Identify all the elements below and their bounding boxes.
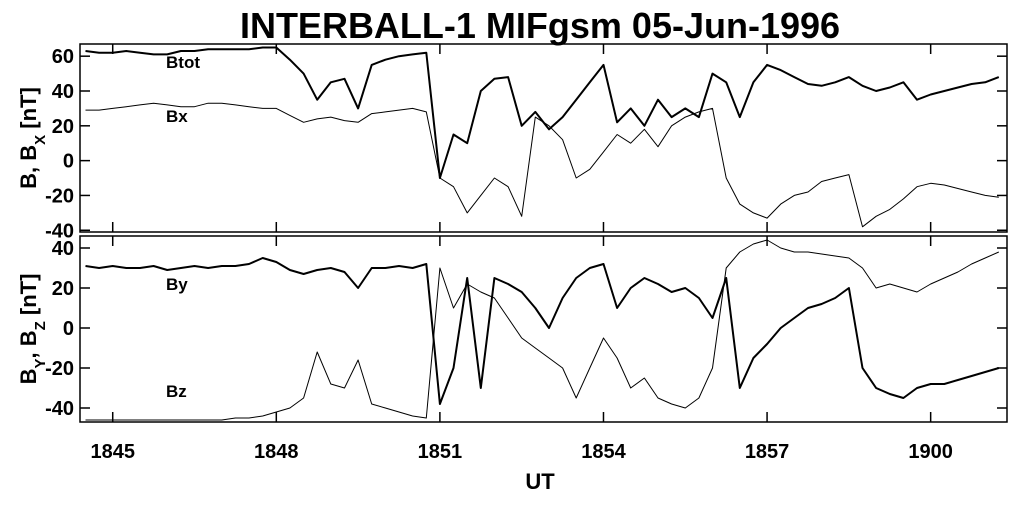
y-axis-label-part: [nT] xyxy=(16,274,41,322)
y-axis-label: BY, BZ [nT] xyxy=(16,274,49,385)
series-line xyxy=(85,239,1000,421)
x-tick-label: 1851 xyxy=(418,441,463,463)
chart-title: INTERBALL-1 MIFgsm 05-Jun-1996 xyxy=(240,5,840,46)
series-label: By xyxy=(166,275,188,294)
series-label: Bz xyxy=(166,382,187,401)
x-tick-label: 1857 xyxy=(745,441,790,463)
y-tick-label: 20 xyxy=(52,116,74,138)
y-tick-label: 20 xyxy=(52,278,74,300)
y-tick-label: 40 xyxy=(52,81,74,103)
y-axis-label-part: B xyxy=(16,369,41,385)
y-tick-label: 0 xyxy=(63,151,74,173)
x-tick-label: 1900 xyxy=(908,441,953,463)
plot-frame xyxy=(79,43,1008,233)
y-axis-label-part: [nT] xyxy=(16,87,41,135)
plot-frame xyxy=(79,235,1008,423)
y-tick-label: 40 xyxy=(52,238,74,260)
y-axis-label-part: B, B xyxy=(16,145,41,189)
series-line xyxy=(85,257,1000,405)
y-axis-label-part: Z xyxy=(32,321,49,330)
y-axis-label-part: X xyxy=(32,135,49,145)
series-line xyxy=(85,46,1000,179)
series-label: Btot xyxy=(166,53,200,72)
series-label: Bx xyxy=(166,107,188,126)
y-tick-label: -40 xyxy=(45,220,74,242)
x-axis-label: UT xyxy=(525,469,555,494)
x-tick-label: 1854 xyxy=(581,441,626,463)
y-tick-label: -40 xyxy=(45,398,74,420)
series-line xyxy=(85,102,999,228)
y-axis-label-part: , B xyxy=(16,330,41,358)
y-tick-label: 0 xyxy=(63,318,74,340)
x-tick-label: 1848 xyxy=(254,441,299,463)
x-tick-label: 1845 xyxy=(90,441,135,463)
y-axis-label-part: Y xyxy=(32,359,49,369)
y-tick-label: -20 xyxy=(45,358,74,380)
y-tick-label: -20 xyxy=(45,185,74,207)
y-axis-label: B, BX [nT] xyxy=(16,87,49,189)
y-tick-label: 60 xyxy=(52,46,74,68)
